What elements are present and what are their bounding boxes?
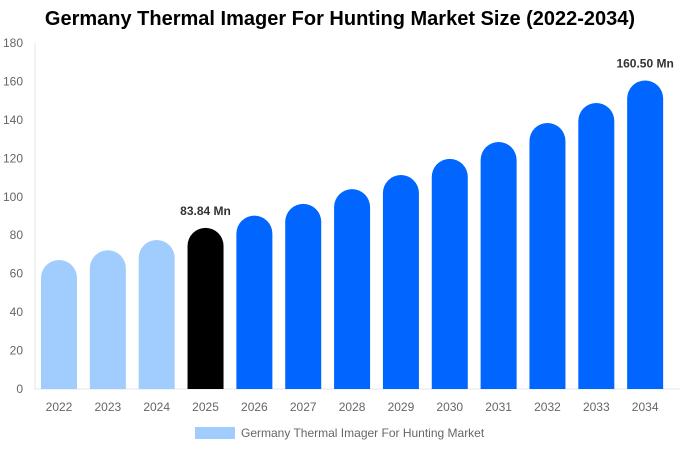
y-tick-label: 60 <box>10 267 24 281</box>
y-tick-label: 20 <box>10 344 24 358</box>
x-tick-label: 2031 <box>485 400 512 414</box>
x-tick-label: 2023 <box>94 400 121 414</box>
x-tick-label: 2033 <box>583 400 610 414</box>
bar-2023 <box>89 250 126 389</box>
legend: Germany Thermal Imager For Hunting Marke… <box>195 426 484 440</box>
y-tick-label: 180 <box>3 36 23 50</box>
y-tick-label: 160 <box>3 74 23 88</box>
bar-2027 <box>285 203 322 389</box>
y-tick-label: 0 <box>16 382 23 396</box>
bar-2034 <box>627 80 664 389</box>
bar-2024 <box>138 240 175 389</box>
bar-2032 <box>529 122 566 390</box>
data-label: 83.84 Mn <box>180 204 231 218</box>
data-label: 160.50 Mn <box>616 56 673 70</box>
y-tick-label: 140 <box>3 113 23 127</box>
x-tick-label: 2026 <box>241 400 268 414</box>
y-tick-label: 80 <box>10 228 24 242</box>
y-tick-label: 40 <box>10 305 24 319</box>
x-tick-label: 2032 <box>534 400 561 414</box>
x-tick-label: 2027 <box>290 400 317 414</box>
bar-2030 <box>431 158 468 389</box>
x-tick-label: 2024 <box>143 400 170 414</box>
bar-2029 <box>382 175 419 389</box>
bar-2033 <box>578 102 615 390</box>
x-tick-label: 2034 <box>632 400 659 414</box>
x-tick-label: 2030 <box>436 400 463 414</box>
x-tick-label: 2028 <box>339 400 366 414</box>
legend-label: Germany Thermal Imager For Hunting Marke… <box>241 426 485 440</box>
y-tick-label: 100 <box>3 190 23 204</box>
bar-2028 <box>334 189 371 389</box>
x-tick-label: 2029 <box>388 400 415 414</box>
legend-swatch <box>195 427 235 439</box>
bar-2022 <box>41 260 77 389</box>
y-tick-label: 120 <box>3 151 23 165</box>
bar-2031 <box>480 142 517 389</box>
bar-2026 <box>236 215 273 389</box>
x-tick-label: 2025 <box>192 400 219 414</box>
bar-2025 <box>187 227 224 389</box>
chart-title: Germany Thermal Imager For Hunting Marke… <box>44 8 636 30</box>
x-tick-label: 2022 <box>46 400 73 414</box>
